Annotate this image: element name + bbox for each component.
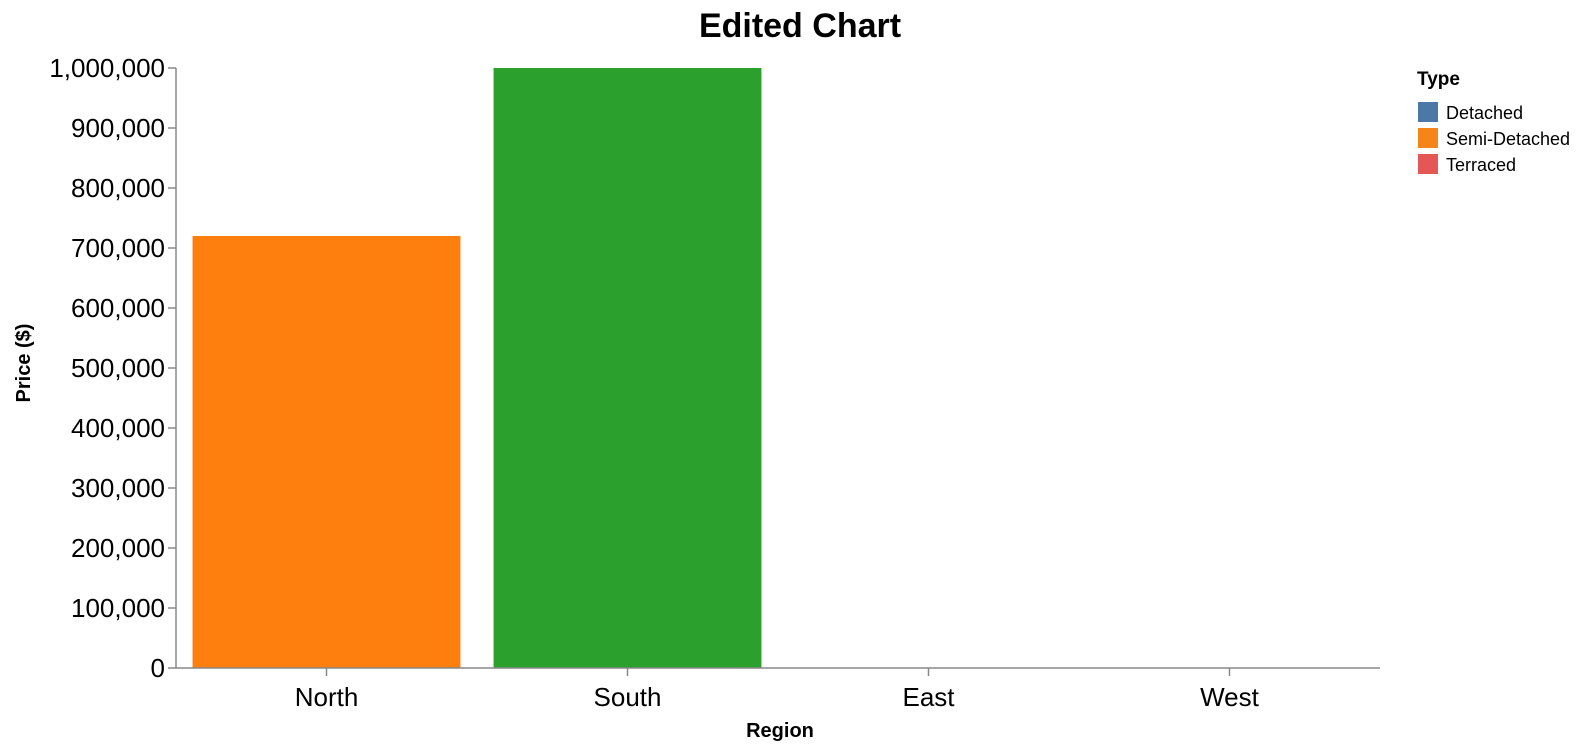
y-tick-label: 0 bbox=[151, 653, 165, 683]
x-tick-label: North bbox=[295, 682, 359, 712]
y-tick-label: 400,000 bbox=[71, 413, 165, 443]
y-tick-label: 1,000,000 bbox=[49, 53, 165, 83]
bar-south bbox=[493, 68, 762, 668]
legend-swatch bbox=[1418, 154, 1438, 174]
y-tick-label: 700,000 bbox=[71, 233, 165, 263]
x-axis: North South East West bbox=[176, 667, 1380, 712]
y-tick-label: 200,000 bbox=[71, 533, 165, 563]
y-tick-label: 100,000 bbox=[71, 593, 165, 623]
chart-title: Edited Chart bbox=[699, 7, 901, 45]
y-tick-label: 600,000 bbox=[71, 293, 165, 323]
y-axis-title: Price ($) bbox=[13, 324, 35, 403]
legend-label: Semi-Detached bbox=[1446, 129, 1570, 149]
y-tick-label: 900,000 bbox=[71, 113, 165, 143]
x-tick-label: South bbox=[594, 682, 662, 712]
y-tick-label: 500,000 bbox=[71, 353, 165, 383]
x-axis-title: Region bbox=[746, 720, 814, 742]
y-axis: 0 100,000 200,000 300,000 400,000 500,000 600,… bbox=[49, 53, 177, 683]
bar-north bbox=[192, 236, 461, 668]
x-tick-label: East bbox=[902, 682, 955, 712]
legend-label: Terraced bbox=[1446, 155, 1516, 175]
bars bbox=[192, 68, 762, 668]
legend-swatch bbox=[1418, 102, 1438, 122]
legend-swatch bbox=[1418, 128, 1438, 148]
legend-title: Type bbox=[1417, 69, 1460, 90]
legend-label: Detached bbox=[1446, 103, 1523, 123]
y-tick-label: 300,000 bbox=[71, 473, 165, 503]
legend: Type Detached Semi-Detached Terraced bbox=[1417, 69, 1570, 175]
y-tick-label: 800,000 bbox=[71, 173, 165, 203]
x-tick-label: West bbox=[1200, 682, 1260, 712]
